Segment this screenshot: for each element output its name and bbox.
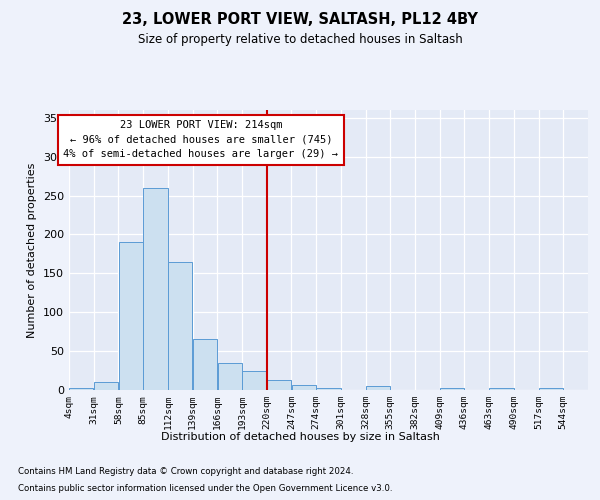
Y-axis label: Number of detached properties: Number of detached properties [28, 162, 37, 338]
Bar [218, 363, 242, 390]
Bar [440, 388, 464, 390]
Text: Size of property relative to detached houses in Saltash: Size of property relative to detached ho… [137, 32, 463, 46]
Text: Contains HM Land Registry data © Crown copyright and database right 2024.: Contains HM Land Registry data © Crown c… [18, 468, 353, 476]
Bar [193, 340, 217, 390]
Text: 23, LOWER PORT VIEW, SALTASH, PL12 4BY: 23, LOWER PORT VIEW, SALTASH, PL12 4BY [122, 12, 478, 28]
Bar [168, 262, 193, 390]
Bar [366, 386, 390, 390]
Bar [143, 188, 167, 390]
Text: Contains public sector information licensed under the Open Government Licence v3: Contains public sector information licen… [18, 484, 392, 493]
Bar [119, 242, 143, 390]
Bar [490, 388, 514, 390]
Bar [267, 380, 291, 390]
Bar [69, 388, 94, 390]
Bar [316, 388, 341, 390]
Bar [539, 388, 563, 390]
Bar [242, 370, 266, 390]
Text: Distribution of detached houses by size in Saltash: Distribution of detached houses by size … [161, 432, 439, 442]
Bar [292, 384, 316, 390]
Bar [94, 382, 118, 390]
Text: 23 LOWER PORT VIEW: 214sqm
← 96% of detached houses are smaller (745)
4% of semi: 23 LOWER PORT VIEW: 214sqm ← 96% of deta… [64, 120, 338, 160]
